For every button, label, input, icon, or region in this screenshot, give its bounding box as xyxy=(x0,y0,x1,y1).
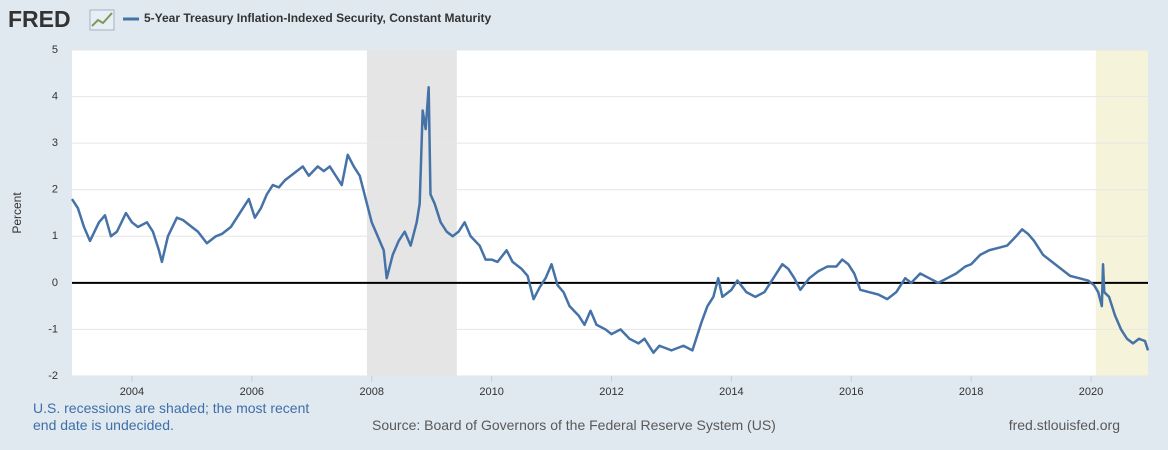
x-tick-label: 2014 xyxy=(719,386,743,398)
x-tick-label: 2008 xyxy=(359,386,383,398)
chart: FRED 5-Year Treasury Inflation-Indexed S… xyxy=(8,6,1150,398)
y-axis-label: Percent xyxy=(10,192,24,234)
y-tick-label: -1 xyxy=(48,323,58,335)
footer-source: Source: Board of Governors of the Federa… xyxy=(372,417,776,433)
legend-label: 5-Year Treasury Inflation-Indexed Securi… xyxy=(144,11,492,25)
y-tick-label: 1 xyxy=(52,230,58,242)
shading xyxy=(366,50,1148,376)
y-tick-label: 0 xyxy=(52,277,58,289)
logo-icon xyxy=(89,9,115,31)
x-tick-label: 2004 xyxy=(120,386,144,398)
x-tick-label: 2016 xyxy=(839,386,863,398)
logo: FRED xyxy=(8,6,71,32)
shaded-period xyxy=(1095,50,1148,376)
y-tick-label: 4 xyxy=(52,90,58,102)
x-tick-label: 2010 xyxy=(479,386,503,398)
footer-site: fred.stlouisfed.org xyxy=(1008,417,1120,433)
x-tick-label: 2006 xyxy=(240,386,264,398)
y-tick-label: 5 xyxy=(52,44,58,56)
y-tick-label: -2 xyxy=(48,370,58,382)
x-tick-label: 2020 xyxy=(1079,386,1103,398)
y-tick-label: 2 xyxy=(52,184,58,196)
series-line xyxy=(70,86,1150,354)
x-tick-label: 2018 xyxy=(959,386,983,398)
shaded-period xyxy=(366,50,457,376)
y-tick-label: 3 xyxy=(52,137,58,149)
footer-note: U.S. recessions are shaded; the most rec… xyxy=(33,400,310,433)
plot-area xyxy=(72,50,1148,376)
x-tick-label: 2012 xyxy=(599,386,623,398)
